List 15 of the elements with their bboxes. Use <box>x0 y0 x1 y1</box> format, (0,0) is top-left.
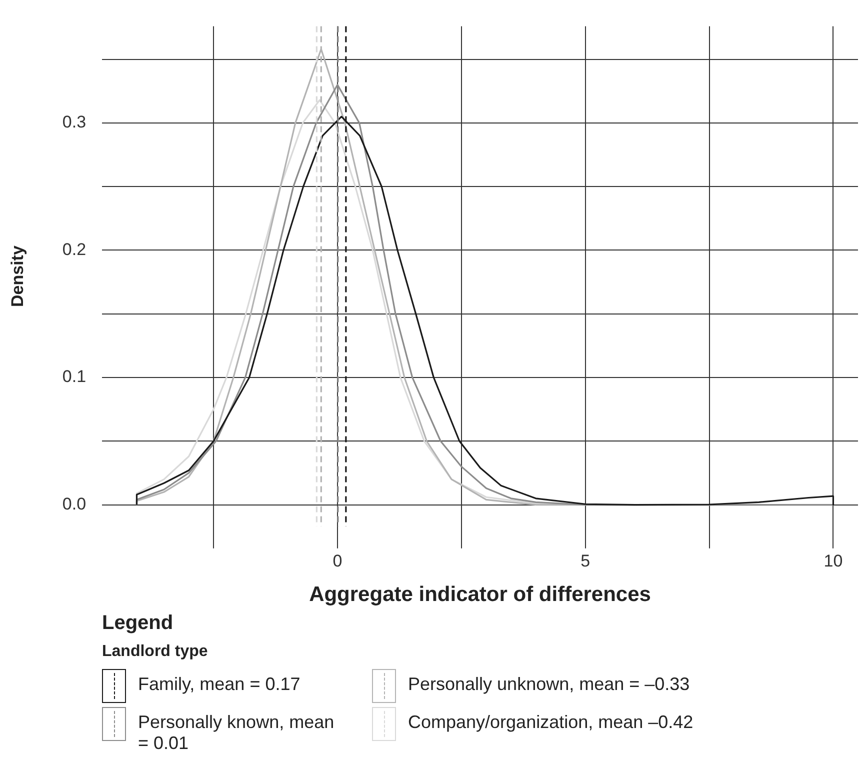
text: Legend <box>102 612 174 635</box>
y-tick-label: 0.0 <box>62 494 86 514</box>
y-axis-title: Density <box>8 245 27 308</box>
legend-label: Family, mean = 0.17 <box>138 673 300 695</box>
y-tick-label: 0.1 <box>62 367 86 386</box>
legend-label: Company/organization, mean –0.42 <box>408 711 694 733</box>
y-tick-label: 0.2 <box>62 240 86 259</box>
x-tick-label: 0 <box>332 551 342 570</box>
y-tick-label: 0.3 <box>62 112 86 132</box>
x-axis-title: Aggregate indicator of differences <box>309 583 651 606</box>
legend-label: Personally known, mean = 0.01 <box>138 711 336 754</box>
legend-label: Personally unknown, mean = –0.33 <box>408 673 690 695</box>
legend-title: Landlord type <box>102 643 209 661</box>
x-tick-label: 5 <box>580 551 590 570</box>
x-tick-label: 10 <box>824 551 843 570</box>
